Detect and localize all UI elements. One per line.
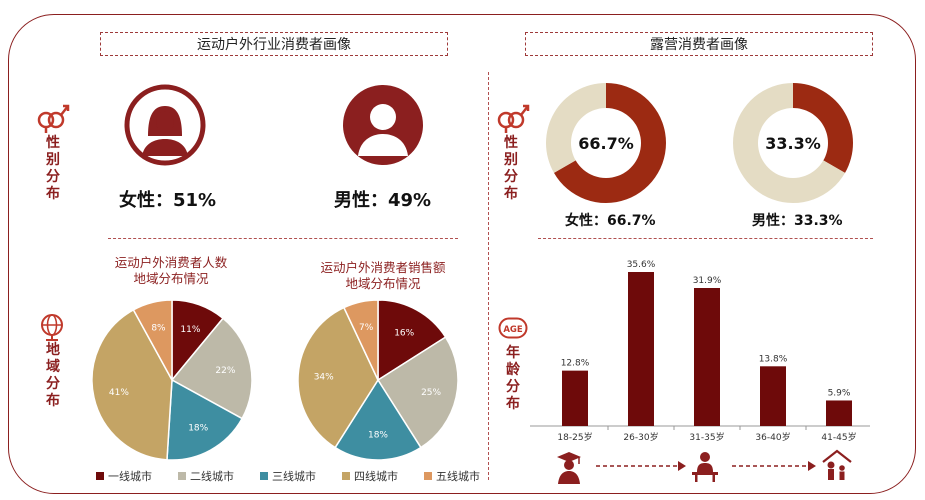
bar-value-label-4: 13.8% bbox=[759, 354, 788, 364]
bar-category-label-5: 41-45岁 bbox=[821, 431, 856, 443]
pie-slice-label-2: 22% bbox=[215, 366, 235, 376]
pie-chart-consumers: 11% 22% 18% 41% 8% bbox=[91, 299, 253, 461]
female-avatar-icon bbox=[124, 84, 206, 166]
pie1-title-line2: 地域分布情况 bbox=[133, 271, 209, 286]
pie-slice-label-4: 34% bbox=[314, 373, 334, 383]
bar-category-label-1: 18-25岁 bbox=[557, 431, 592, 443]
bar-category-label-3: 31-35岁 bbox=[689, 431, 724, 443]
donut-female: 66.7% bbox=[546, 83, 666, 203]
right-horizontal-divider bbox=[538, 238, 873, 239]
pie-slice-label-5: 7% bbox=[359, 323, 374, 333]
pie-slice-4 bbox=[91, 308, 173, 461]
right-header: 露营消费者画像 bbox=[525, 32, 873, 56]
globe-icon bbox=[41, 314, 63, 341]
pie-slice-label-3: 18% bbox=[188, 424, 208, 434]
outer-frame bbox=[8, 14, 916, 494]
svg-text:AGE: AGE bbox=[503, 325, 523, 335]
pie-chart-sales: 16% 25% 18% 34% 7% bbox=[297, 299, 459, 461]
bar-2 bbox=[628, 272, 654, 426]
legend-item-2: 二线城市 bbox=[178, 468, 234, 484]
gender-icon-right bbox=[497, 104, 530, 133]
legend-swatch bbox=[342, 472, 350, 480]
donut-center-label: 33.3% bbox=[765, 134, 821, 153]
pie-slice-2 bbox=[376, 336, 459, 449]
bar-category-label-4: 36-40岁 bbox=[755, 431, 790, 443]
pie-slice-label-2: 25% bbox=[421, 388, 441, 398]
legend-label: 五线城市 bbox=[436, 470, 480, 483]
donut-center-label: 66.7% bbox=[578, 134, 634, 153]
right-male-label: 男性：33.3% bbox=[752, 213, 843, 229]
gender-icon-left bbox=[37, 104, 70, 133]
pie1-title: 运动户外消费者人数 地域分布情况 bbox=[86, 255, 256, 287]
bar-value-label-1: 12.8% bbox=[561, 359, 590, 369]
donut-segment-2 bbox=[546, 83, 606, 173]
bar-value-label-5: 5.9% bbox=[828, 388, 851, 398]
graduate-icon bbox=[557, 452, 581, 484]
right-female-label: 女性：66.7% bbox=[565, 213, 656, 229]
left-region-label: 地域分布 bbox=[46, 342, 60, 409]
bar-category-label-2: 26-30岁 bbox=[623, 431, 658, 443]
pie-slice-4 bbox=[297, 306, 379, 449]
left-male-label: 男性：49% bbox=[334, 190, 432, 211]
donut-segment-1 bbox=[793, 83, 853, 173]
male-avatar-icon bbox=[343, 85, 423, 165]
pie-slice-label-3: 18% bbox=[368, 430, 388, 440]
bar-value-label-2: 35.6% bbox=[627, 260, 656, 270]
right-age-label: 年龄分布 bbox=[506, 345, 520, 412]
bar-1 bbox=[562, 370, 588, 426]
legend-swatch bbox=[424, 472, 432, 480]
donut-segment-1 bbox=[553, 83, 666, 203]
legend-item-4: 四线城市 bbox=[342, 468, 398, 484]
left-female-label: 女性：51% bbox=[119, 190, 217, 211]
legend-item-1: 一线城市 bbox=[96, 468, 152, 484]
pie-slice-5 bbox=[132, 299, 173, 381]
pie-slice-label-1: 11% bbox=[180, 325, 200, 335]
pie-slice-label-5: 8% bbox=[151, 323, 166, 333]
pie1-title-line1: 运动户外消费者人数 bbox=[114, 255, 228, 270]
legend-item-5: 五线城市 bbox=[424, 468, 480, 484]
left-header: 运动户外行业消费者画像 bbox=[100, 32, 448, 56]
legend-label: 四线城市 bbox=[354, 470, 398, 483]
legend-label: 一线城市 bbox=[108, 470, 152, 483]
legend-swatch bbox=[178, 472, 186, 480]
bar-3 bbox=[694, 288, 720, 426]
age-badge-icon: AGE bbox=[498, 317, 528, 339]
pie-slice-3 bbox=[334, 378, 422, 461]
pie2-title-line1: 运动户外消费者销售额 bbox=[320, 260, 446, 275]
pie-slice-5 bbox=[342, 299, 379, 381]
pie2-title-line2: 地域分布情况 bbox=[345, 276, 421, 291]
pie-slice-1 bbox=[377, 299, 447, 382]
donut-male: 33.3% bbox=[733, 83, 853, 203]
legend-swatch bbox=[96, 472, 104, 480]
vertical-divider bbox=[488, 72, 489, 480]
bar-5 bbox=[826, 400, 852, 426]
age-bar-chart: 12.8% 18-25岁 35.6% 26-30岁 31.9% 31-35岁 13.8% 36… bbox=[530, 260, 870, 443]
bar-value-label-3: 31.9% bbox=[693, 276, 722, 286]
family-home-icon bbox=[822, 449, 852, 480]
worker-desk-icon bbox=[692, 452, 718, 482]
pie-slice-label-4: 41% bbox=[109, 388, 129, 398]
pie-slice-3 bbox=[166, 378, 244, 461]
bar-4 bbox=[760, 366, 786, 426]
legend: 一线城市 二线城市 三线城市 四线城市 五线城市 bbox=[96, 468, 480, 484]
arrow-icon-1 bbox=[596, 461, 686, 471]
left-horizontal-divider bbox=[108, 238, 458, 239]
donut-segment-2 bbox=[733, 83, 846, 203]
legend-label: 二线城市 bbox=[190, 470, 234, 483]
pie-slice-label-1: 16% bbox=[394, 328, 414, 338]
right-gender-label: 性别分布 bbox=[504, 135, 518, 202]
pie-slice-2 bbox=[170, 317, 253, 420]
pie2-title: 运动户外消费者销售额 地域分布情况 bbox=[298, 260, 468, 292]
arrow-icon-2 bbox=[732, 461, 816, 471]
left-gender-label: 性别分布 bbox=[46, 135, 60, 202]
legend-label: 三线城市 bbox=[272, 470, 316, 483]
legend-item-3: 三线城市 bbox=[260, 468, 316, 484]
legend-swatch bbox=[260, 472, 268, 480]
